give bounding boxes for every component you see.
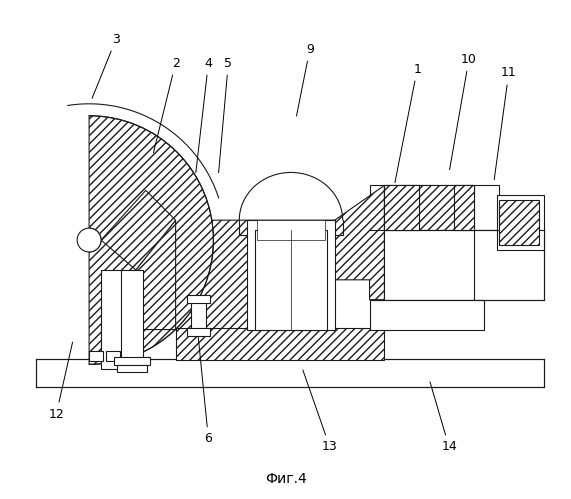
Text: 3: 3 [92, 32, 120, 98]
Text: 14: 14 [430, 382, 457, 454]
Bar [384, 185, 419, 230]
Bar [384, 230, 474, 300]
Bar [247, 220, 335, 329]
Text: 5: 5 [219, 56, 232, 173]
Bar [121, 270, 143, 369]
Bar [117, 365, 147, 372]
Bar [106, 351, 120, 361]
Bar [187, 295, 211, 303]
Bar [369, 185, 499, 230]
Text: 10: 10 [449, 52, 477, 170]
Bar [191, 300, 207, 329]
Bar [101, 270, 123, 369]
Text: Фиг.4: Фиг.4 [265, 472, 307, 486]
Text: 13: 13 [303, 370, 337, 454]
Bar [384, 185, 474, 230]
Text: 4: 4 [196, 56, 212, 173]
Polygon shape [335, 185, 384, 300]
Text: 1: 1 [395, 62, 421, 183]
Bar [454, 185, 474, 230]
Text: 6: 6 [197, 322, 212, 446]
Circle shape [77, 228, 101, 252]
Bar [37, 359, 544, 387]
Text: 12: 12 [49, 342, 73, 421]
Text: 9: 9 [296, 42, 314, 116]
Bar [499, 200, 538, 245]
Text: 11: 11 [494, 66, 517, 180]
Wedge shape [89, 116, 214, 364]
Bar [255, 230, 327, 329]
Text: 2: 2 [154, 56, 179, 153]
Bar [114, 357, 150, 365]
Polygon shape [136, 220, 335, 329]
Bar [187, 327, 211, 335]
Bar [369, 300, 484, 329]
Bar [497, 195, 544, 250]
Bar [101, 327, 136, 359]
Bar [176, 327, 384, 360]
Bar [257, 220, 325, 240]
Bar [89, 351, 103, 361]
Bar [384, 230, 544, 300]
Polygon shape [136, 220, 176, 329]
Polygon shape [101, 190, 176, 270]
